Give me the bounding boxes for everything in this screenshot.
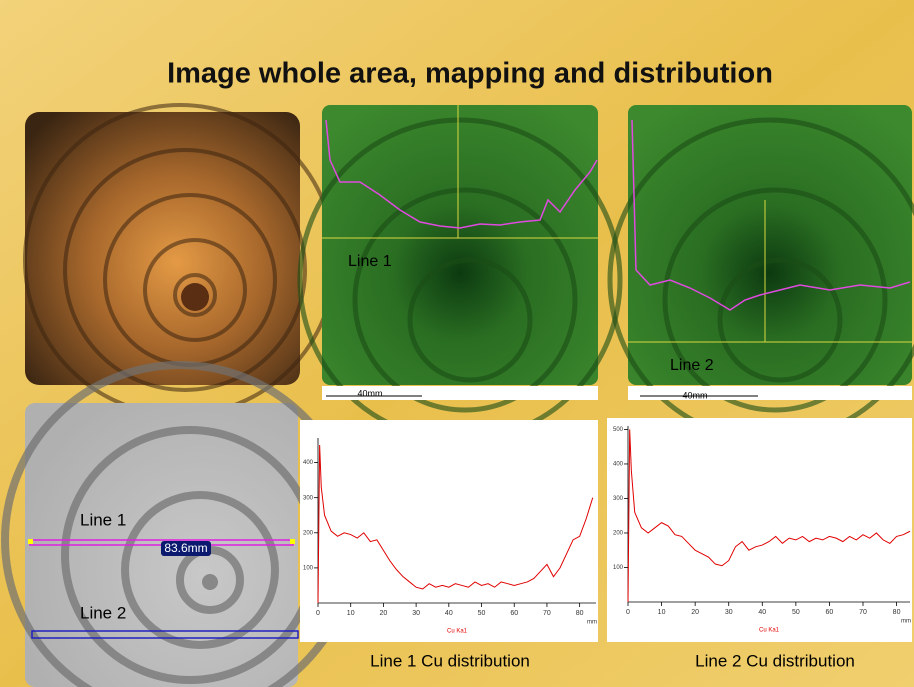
map-line-label: Line 1 — [348, 253, 392, 270]
slide-canvas: Image whole area, mapping and distributi… — [0, 0, 914, 687]
series-label: Cu Ka1 — [447, 629, 468, 635]
x-tick-label: 10 — [658, 609, 666, 616]
x-tick-label: 80 — [893, 609, 901, 616]
y-tick-label: 400 — [303, 460, 314, 466]
map-line-label: Line 2 — [670, 357, 714, 374]
caption: Line 1 Cu distribution — [370, 651, 530, 670]
y-tick-label: 500 — [613, 427, 624, 433]
caption: Line 2 Cu distribution — [695, 651, 855, 670]
x-tick-label: 30 — [725, 609, 733, 616]
x-tick-label: 80 — [576, 610, 584, 617]
y-tick-label: 100 — [613, 565, 624, 571]
x-tick-label: 20 — [691, 609, 699, 616]
map-2: 40mm Line 2 — [610, 105, 914, 440]
x-tick-label: 70 — [859, 609, 867, 616]
chart-panel — [300, 420, 598, 642]
x-tick-label: 40 — [758, 609, 766, 616]
slide-title: Image whole area, mapping and distributi… — [167, 58, 773, 90]
y-tick-label: 300 — [303, 495, 314, 501]
y-tick-label: 400 — [613, 462, 624, 468]
image-line-label: Line 1 — [80, 510, 126, 529]
scale-bar: 40mm — [682, 390, 707, 400]
x-tick-label: 10 — [347, 610, 355, 617]
x-tick-label: 20 — [380, 610, 388, 617]
map-1: 40mm Line 1 — [300, 105, 620, 440]
x-tick-label: 60 — [510, 610, 518, 617]
x-tick-label: 30 — [412, 610, 420, 617]
x-axis-label: mm — [901, 619, 911, 625]
scale-bar: 40mm — [357, 388, 382, 398]
x-tick-label: 0 — [316, 610, 320, 617]
y-tick-label: 100 — [303, 565, 314, 571]
x-tick-label: 40 — [445, 610, 453, 617]
x-tick-label: 50 — [792, 609, 800, 616]
slide: Image whole area, mapping and distributi… — [0, 0, 914, 687]
x-tick-label: 70 — [543, 610, 551, 617]
series-label: Cu Ka1 — [759, 628, 780, 634]
image-line-label: Line 2 — [80, 603, 126, 622]
y-tick-label: 200 — [613, 531, 624, 537]
x-tick-label: 60 — [826, 609, 834, 616]
x-tick-label: 50 — [478, 610, 486, 617]
x-tick-label: 0 — [626, 609, 630, 616]
x-axis-label: mm — [587, 620, 597, 626]
y-tick-label: 200 — [303, 530, 314, 536]
y-tick-label: 300 — [613, 496, 624, 502]
measure-label: 83.6mm — [164, 541, 207, 555]
